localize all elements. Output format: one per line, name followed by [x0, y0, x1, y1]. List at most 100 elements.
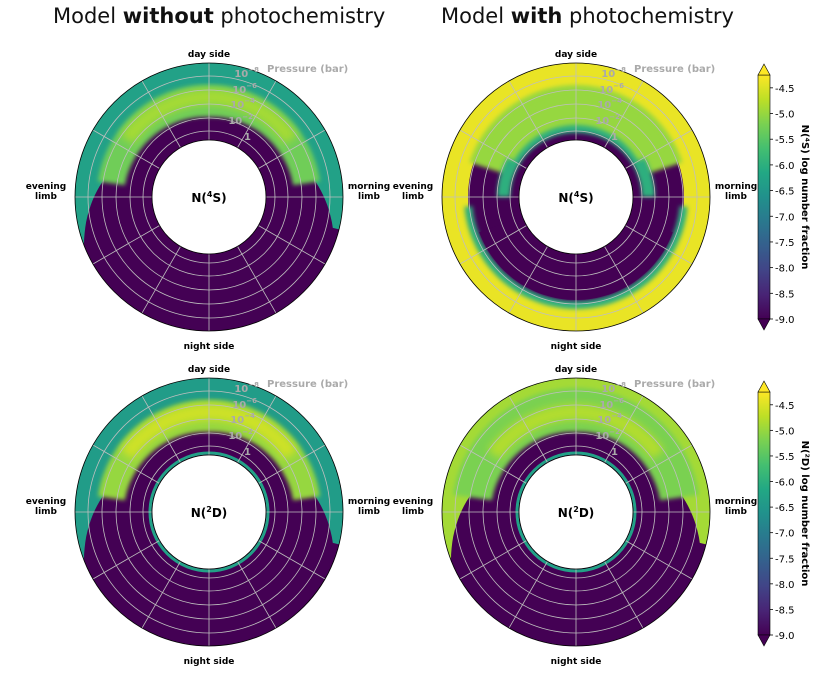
angular-grid-spoke — [258, 540, 326, 580]
pressure-tick-label: 10−2 — [595, 428, 620, 442]
angular-grid-spoke — [141, 80, 181, 148]
polar-panel-4: N(2D) day side night side evening limb mornin… — [393, 365, 757, 667]
angular-grid-spoke — [508, 246, 548, 314]
polar-panel-1: N(4S) day side night side evening limb mornin… — [26, 50, 390, 352]
pressure-axis-title: Pressure (bar) — [267, 64, 348, 75]
colorbar-tick-label: -8.5 — [775, 289, 795, 300]
colorbar-extend-max — [757, 380, 771, 393]
angular-grid-spoke — [459, 540, 527, 580]
colorbar-tick-label: -6.5 — [775, 503, 795, 514]
colorbar-tick-label: -8.0 — [775, 264, 795, 275]
label-night-side: night side — [184, 342, 235, 352]
transition-band-region — [497, 118, 655, 197]
label-morning-limb: morning limb — [348, 497, 390, 517]
angular-grid-spoke — [604, 561, 644, 629]
outer-boundary — [74, 377, 344, 647]
angular-grid-spoke — [625, 225, 693, 265]
dayside-core-region — [120, 89, 298, 145]
angular-grid-spoke — [237, 80, 277, 148]
dayside-core-region — [487, 404, 665, 460]
angular-grid-spoke — [141, 561, 181, 629]
pressure-tick-label: 10−6 — [599, 82, 624, 96]
label-night-side: night side — [551, 342, 602, 352]
colorbar-tick-label: -7.0 — [775, 529, 795, 540]
pressure-tick-label: 10−6 — [232, 82, 257, 96]
colorbar-tick-label: -6.5 — [775, 187, 795, 198]
planet-core — [518, 454, 634, 570]
colorbar-extend-min — [757, 318, 771, 331]
pressure-tick-label: 10−8 — [601, 381, 626, 395]
angular-grid-spoke — [604, 395, 644, 463]
outer-boundary — [74, 62, 344, 332]
label-morning-limb: morning limb — [715, 497, 757, 517]
label-night-side: night side — [184, 657, 235, 667]
title-with-photochemistry: Model with photochemistry — [441, 4, 734, 28]
label-evening-limb: evening limb — [26, 182, 66, 202]
planet-core — [151, 454, 267, 570]
colorbar-tick-label: -5.5 — [775, 452, 795, 463]
label-day-side: day side — [188, 365, 230, 375]
dayside-band-region — [453, 388, 699, 501]
dayside-core-region — [120, 404, 298, 460]
angular-grid-spoke — [92, 129, 160, 169]
angular-grid-spoke — [625, 444, 693, 484]
angular-grid-spoke — [508, 561, 548, 629]
angular-grid-spoke — [604, 80, 644, 148]
pressure-tick-label: 10−4 — [230, 412, 255, 426]
colorbar-extend-min — [757, 634, 771, 647]
colorbar-tick-label: -9.0 — [775, 631, 795, 642]
angular-grid-spoke — [92, 225, 160, 265]
label-morning-limb: morning limb — [715, 182, 757, 202]
title-without-photochemistry: Model without photochemistry — [53, 4, 386, 28]
colorbar-gradient — [757, 391, 771, 636]
angular-grid-spoke — [625, 129, 693, 169]
pressure-tick-label: 10−4 — [230, 97, 255, 111]
pressure-axis-title: Pressure (bar) — [634, 379, 715, 390]
angular-grid-spoke — [459, 225, 527, 265]
label-evening-limb: evening limb — [26, 497, 66, 517]
colorbar-tick-label: -7.5 — [775, 238, 795, 249]
label-evening-limb: evening limb — [393, 497, 433, 517]
colorbar-tick-label: -6.0 — [775, 478, 795, 489]
pressure-tick-label: 1 — [611, 447, 618, 458]
species-label: N(4S) — [191, 190, 226, 205]
colorbar-tick-label: -5.5 — [775, 135, 795, 146]
pressure-tick-label: 10−6 — [232, 397, 257, 411]
label-morning-limb: morning limb — [348, 182, 390, 202]
species-label: N(2D) — [558, 505, 595, 520]
angular-grid-spoke — [459, 129, 527, 169]
angular-grid-spoke — [237, 561, 277, 629]
angular-grid-spoke — [237, 246, 277, 314]
colorbar-tick-label: -8.0 — [775, 580, 795, 591]
colorbar-tick-label: -8.5 — [775, 605, 795, 616]
outer-boundary — [441, 377, 711, 647]
pressure-tick-label: 10−4 — [597, 97, 622, 111]
colorbar-label: N(²D) log number fraction — [799, 441, 810, 587]
pressure-tick-label: 10−8 — [234, 66, 259, 80]
angular-grid-spoke — [604, 246, 644, 314]
species-label: N(4S) — [558, 190, 593, 205]
colorbar-extend-max — [757, 63, 771, 76]
angular-grid-spoke — [258, 444, 326, 484]
colorbar-tick-label: -7.5 — [775, 554, 795, 565]
angular-grid-spoke — [258, 225, 326, 265]
angular-grid-spoke — [237, 395, 277, 463]
pressure-tick-label: 10−8 — [601, 66, 626, 80]
colorbar-2: -4.5 -5.0 -5.5 -6.0 -6.5 -7.0 -7.5 -8.0 -8.5 -9.0… — [757, 380, 810, 647]
pressure-tick-label: 1 — [244, 132, 251, 143]
colorbar-tick-label: -5.0 — [775, 426, 795, 437]
colorbar-tick-label: -9.0 — [775, 315, 795, 326]
angular-grid-spoke — [92, 444, 160, 484]
species-label: N(2D) — [191, 505, 228, 520]
pressure-tick-label: 10−2 — [228, 428, 253, 442]
dayside-band-region — [469, 85, 683, 175]
colorbar-tick-label: -4.5 — [775, 401, 795, 412]
colorbar-tick-label: -5.0 — [775, 110, 795, 121]
label-day-side: day side — [555, 365, 597, 375]
pressure-axis-title: Pressure (bar) — [634, 64, 715, 75]
colorbar-tick-label: -6.0 — [775, 161, 795, 172]
pressure-tick-label: 1 — [244, 447, 251, 458]
label-day-side: day side — [188, 50, 230, 60]
